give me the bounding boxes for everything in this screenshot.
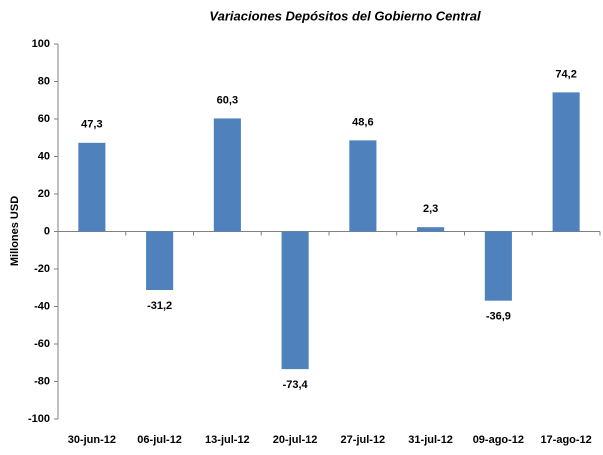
y-tick-label: 40 bbox=[38, 150, 50, 162]
value-label: 74,2 bbox=[555, 68, 576, 80]
y-tick-label: -60 bbox=[34, 338, 50, 350]
y-tick-label: 60 bbox=[38, 113, 50, 125]
y-tick-label: -40 bbox=[34, 300, 50, 312]
x-tick-label: 27-jul-12 bbox=[341, 434, 386, 446]
value-label: -73,4 bbox=[283, 379, 309, 391]
y-tick-label: 0 bbox=[44, 225, 50, 237]
value-label: -36,9 bbox=[486, 311, 511, 323]
chart-title: Variaciones Depósitos del Gobierno Centr… bbox=[209, 8, 481, 23]
y-tick-label: -20 bbox=[34, 263, 50, 275]
bar bbox=[484, 231, 512, 301]
bar bbox=[213, 118, 241, 232]
bar bbox=[281, 231, 309, 370]
x-tick-label: 20-jul-12 bbox=[273, 434, 318, 446]
x-tick-label: 06-jul-12 bbox=[137, 434, 182, 446]
x-tick-label: 09-ago-12 bbox=[473, 434, 524, 446]
value-label: -31,2 bbox=[147, 300, 172, 312]
x-tick-label: 17-ago-12 bbox=[540, 434, 591, 446]
y-tick-label: 80 bbox=[38, 75, 50, 87]
y-tick-label: 20 bbox=[38, 188, 50, 200]
y-tick-label: -80 bbox=[34, 375, 50, 387]
value-label: 60,3 bbox=[217, 94, 238, 106]
bar bbox=[417, 227, 445, 232]
y-tick-label: 100 bbox=[32, 38, 50, 50]
value-label: 48,6 bbox=[352, 116, 373, 128]
bar bbox=[146, 231, 174, 290]
x-tick-label: 13-jul-12 bbox=[205, 434, 250, 446]
y-axis-label: Millones USD bbox=[9, 196, 21, 266]
y-tick-label: -100 bbox=[28, 413, 50, 425]
x-tick-label: 31-jul-12 bbox=[408, 434, 453, 446]
x-tick-label: 30-jun-12 bbox=[68, 434, 116, 446]
value-label: 47,3 bbox=[81, 119, 102, 131]
value-label: 2,3 bbox=[423, 203, 438, 215]
bar bbox=[552, 92, 580, 232]
bar bbox=[349, 140, 377, 232]
bar bbox=[78, 142, 106, 232]
